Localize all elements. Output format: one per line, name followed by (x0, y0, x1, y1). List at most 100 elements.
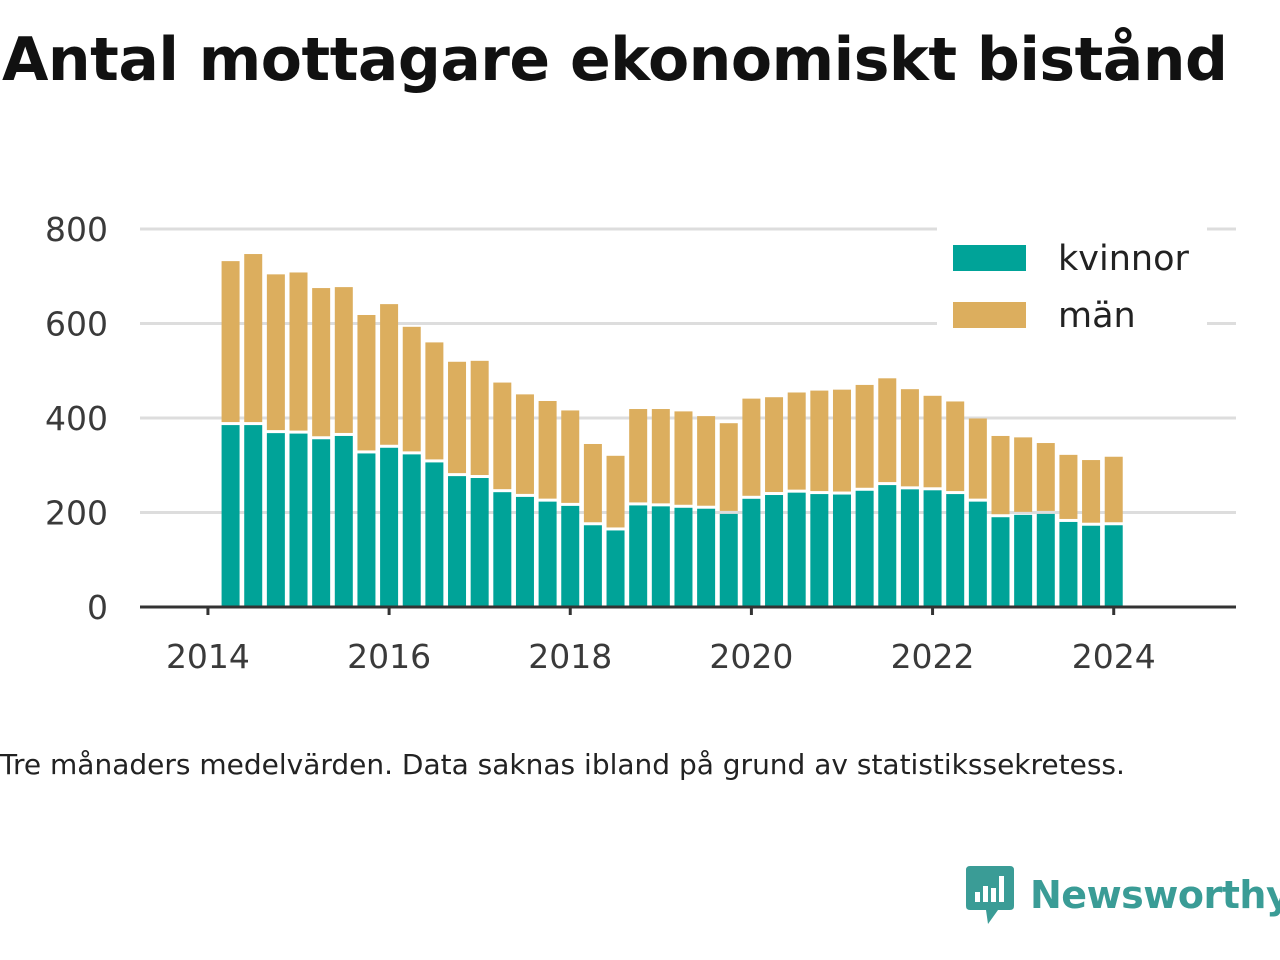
bar-kvinnor (266, 433, 285, 607)
y-tick-label: 600 (45, 305, 108, 344)
bar-kvinnor (561, 505, 580, 607)
bar-man (765, 397, 784, 493)
bar-kvinnor (448, 476, 467, 607)
legend-label: kvinnor (1058, 239, 1189, 279)
bar-kvinnor (1104, 525, 1123, 607)
bar-kvinnor (742, 498, 761, 607)
bar-kvinnor (719, 513, 738, 607)
bar-man (629, 409, 648, 503)
bar-man (878, 378, 897, 483)
bar-kvinnor (1059, 521, 1078, 607)
bar-kvinnor (923, 490, 942, 607)
bar-kvinnor (1082, 525, 1101, 607)
bar-man (923, 395, 942, 488)
bar-man (493, 382, 512, 490)
bar-kvinnor (334, 435, 353, 607)
bar-man (855, 384, 874, 488)
bar-kvinnor (765, 495, 784, 607)
bar-kvinnor (515, 496, 534, 607)
bar-man (583, 443, 602, 523)
bar-man (946, 401, 965, 492)
bar-kvinnor (1014, 514, 1033, 607)
stacked-bar-chart: 0 200 400 600 800 2014 2016 2018 2020 2022 2024 k… (45, 210, 1236, 676)
bar-kvinnor (470, 478, 489, 607)
bar-kvinnor (697, 508, 716, 607)
brand-logo: Newsworthy (964, 864, 1280, 926)
bar-man (334, 287, 353, 433)
bar-kvinnor (832, 494, 851, 607)
bar-man (832, 389, 851, 492)
bar-kvinnor (606, 530, 625, 607)
x-tick-label: 2016 (347, 637, 431, 676)
bar-kvinnor (221, 425, 240, 607)
y-tick-label: 0 (87, 588, 108, 627)
bar-man (425, 342, 444, 460)
x-tick-label: 2020 (709, 637, 793, 676)
bar-man (968, 418, 987, 499)
bar-kvinnor (810, 494, 829, 607)
bar-man (357, 314, 376, 451)
legend-swatch (953, 245, 1026, 271)
bar-man (606, 455, 625, 528)
bar-man (1082, 460, 1101, 523)
bar-man (1059, 454, 1078, 519)
brand-name: Newsworthy (1030, 873, 1280, 917)
bar-kvinnor (878, 485, 897, 607)
bar-man (448, 361, 467, 474)
bar-kvinnor (402, 454, 421, 607)
bar-man (470, 360, 489, 476)
y-tick-label: 200 (45, 494, 108, 533)
bar-kvinnor (674, 507, 693, 607)
bar-kvinnor (312, 439, 331, 607)
bar-man (380, 304, 399, 445)
bar-kvinnor (244, 425, 263, 607)
chart-footnote: Tre månaders medelvärden. Data saknas ib… (0, 748, 1125, 781)
bar-kvinnor (357, 453, 376, 607)
bar-kvinnor (968, 501, 987, 607)
bars (221, 254, 1123, 607)
x-tick-label: 2018 (528, 637, 612, 676)
bar-man (515, 394, 534, 494)
bar-kvinnor (583, 525, 602, 607)
legend-label: män (1058, 296, 1136, 336)
bar-man (244, 254, 263, 423)
bar-man (697, 416, 716, 506)
bar-man (810, 390, 829, 492)
y-tick-label: 800 (45, 210, 108, 249)
bar-man (719, 423, 738, 511)
x-axis-ticks: 2014 2016 2018 2020 2022 2024 (166, 607, 1156, 676)
bar-man (289, 272, 308, 431)
bar-kvinnor (787, 492, 806, 607)
bar-man (1014, 437, 1033, 512)
bar-man (674, 411, 693, 505)
x-tick-label: 2014 (166, 637, 250, 676)
bar-man (787, 392, 806, 490)
bar-kvinnor (991, 517, 1010, 607)
bar-man (538, 400, 557, 499)
bar-man (651, 409, 670, 504)
bar-kvinnor (538, 501, 557, 607)
bar-man (221, 261, 240, 423)
chart-title: Antal mottagare ekonomiskt bistånd (2, 25, 1228, 95)
bar-man (742, 398, 761, 496)
bar-kvinnor (651, 506, 670, 607)
newsworthy-logo-icon (966, 866, 1014, 924)
bar-man (561, 410, 580, 503)
y-axis-ticks: 0 200 400 600 800 (45, 210, 108, 627)
y-tick-label: 400 (45, 399, 108, 438)
bar-kvinnor (1036, 513, 1055, 607)
bar-kvinnor (380, 447, 399, 607)
bar-kvinnor (289, 433, 308, 607)
bar-man (991, 435, 1010, 515)
bar-kvinnor (946, 494, 965, 607)
bar-kvinnor (425, 462, 444, 607)
legend: kvinnor män (937, 222, 1207, 342)
bar-kvinnor (900, 489, 919, 607)
bar-kvinnor (629, 505, 648, 607)
x-tick-label: 2024 (1072, 637, 1156, 676)
bar-kvinnor (493, 492, 512, 607)
bar-man (900, 389, 919, 487)
bar-man (312, 288, 331, 437)
legend-swatch (953, 302, 1026, 328)
bar-man (266, 274, 285, 431)
